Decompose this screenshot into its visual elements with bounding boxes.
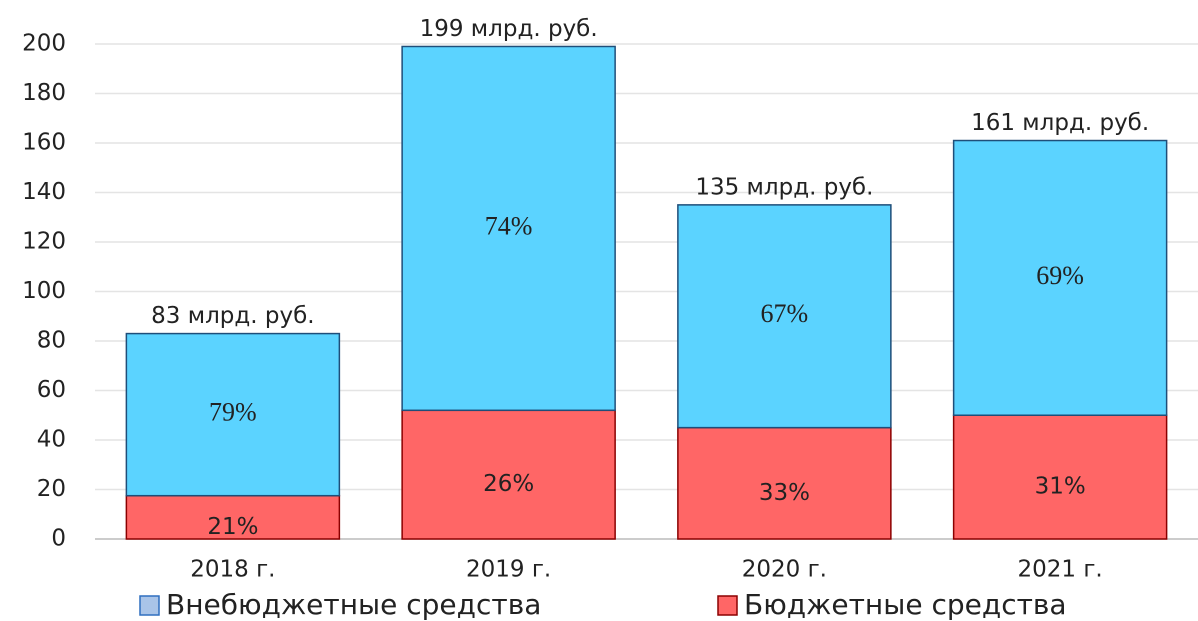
share-label: 69% — [1036, 261, 1084, 290]
bar-segment — [952, 414, 1168, 540]
bar-segment — [125, 494, 341, 540]
share-label: 67% — [761, 299, 809, 328]
total-label: 199 млрд. руб. — [420, 16, 598, 42]
y-tick-label: 160 — [22, 130, 66, 156]
bar-segment — [677, 426, 892, 540]
bar-segment — [401, 409, 616, 540]
y-tick-label: 60 — [37, 377, 66, 403]
total-label: 135 млрд. руб. — [695, 174, 873, 200]
share-label: 79% — [209, 398, 257, 427]
x-tick-label: 2018 г. — [190, 557, 275, 583]
bar-segment — [952, 139, 1168, 416]
y-tick-label: 40 — [37, 427, 66, 453]
y-tick-label: 140 — [22, 179, 66, 205]
share-label: 33% — [759, 480, 810, 506]
bar-segment — [125, 332, 341, 497]
y-tick-label: 20 — [37, 476, 66, 502]
legend-label: Бюджетные средства — [744, 588, 1067, 621]
bar-segment — [677, 204, 892, 429]
legend-swatch — [139, 595, 160, 616]
x-tick-label: 2019 г. — [466, 557, 551, 583]
total-label: 161 млрд. руб. — [971, 110, 1149, 136]
x-tick-label: 2020 г. — [742, 557, 827, 583]
y-tick-label: 120 — [22, 229, 66, 255]
legend-label: Внебюджетные средства — [166, 588, 541, 621]
bar-segment — [401, 45, 616, 412]
share-label: 21% — [207, 514, 258, 540]
share-label: 74% — [485, 211, 533, 240]
x-tick-label: 2021 г. — [1018, 557, 1103, 583]
share-label: 26% — [483, 471, 534, 497]
share-label: 31% — [1035, 474, 1086, 500]
y-tick-label: 0 — [51, 526, 66, 552]
legend-swatch — [717, 595, 738, 616]
y-tick-label: 180 — [22, 80, 66, 106]
y-tick-label: 80 — [37, 328, 66, 354]
total-label: 83 млрд. руб. — [151, 303, 314, 329]
y-tick-label: 100 — [22, 278, 66, 304]
y-tick-label: 200 — [22, 31, 66, 57]
